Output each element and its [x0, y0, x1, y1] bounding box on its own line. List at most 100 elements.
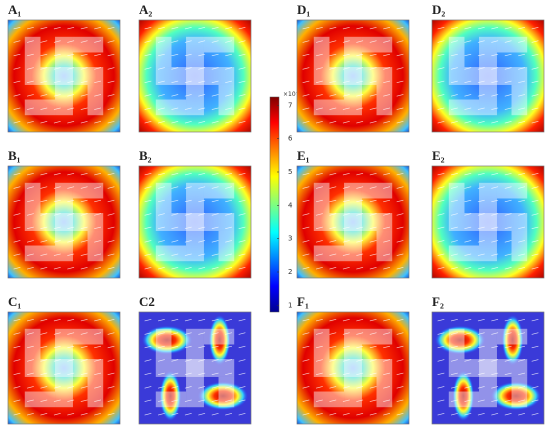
- field-arrow: [342, 40, 350, 43]
- field-arrow: [238, 26, 246, 30]
- field-arrow: [504, 40, 512, 43]
- field-arrow: [477, 267, 485, 270]
- field-arrow: [369, 53, 377, 57]
- field-arrow: [184, 213, 192, 216]
- field-arrow: [53, 267, 61, 270]
- field-arrow: [518, 40, 526, 43]
- field-arrow: [198, 359, 206, 362]
- field-arrow: [396, 253, 404, 256]
- field-arrow: [342, 186, 350, 189]
- field-arrow: [450, 267, 458, 270]
- field-arrow: [107, 226, 115, 230]
- field-arrow: [531, 199, 539, 203]
- field-arrow: [40, 121, 48, 124]
- field-arrow: [171, 372, 179, 376]
- field-arrow: [302, 332, 310, 335]
- field-arrow: [531, 80, 539, 84]
- field-arrow: [238, 399, 246, 402]
- field-arrow: [80, 359, 88, 362]
- field-arrow: [315, 345, 323, 349]
- field-arrow: [477, 345, 485, 349]
- field-arrow: [171, 318, 179, 322]
- field-arrow: [356, 186, 364, 189]
- field-arrow: [40, 80, 48, 84]
- field-arrow: [171, 186, 179, 189]
- panel-frame: [431, 19, 545, 133]
- field-arrow: [171, 26, 179, 30]
- panel-label: D₁: [297, 2, 310, 17]
- field-arrow: [396, 399, 404, 402]
- field-arrow: [13, 26, 21, 30]
- field-arrow: [356, 53, 364, 57]
- field-arrow: [437, 267, 445, 270]
- field-arrow: [329, 26, 337, 30]
- field-arrow: [94, 399, 102, 402]
- panel-frame: [7, 165, 121, 279]
- field-arrow: [157, 199, 165, 203]
- panel-label: E₁: [297, 148, 310, 163]
- field-arrow: [26, 199, 34, 203]
- field-arrow: [437, 386, 445, 389]
- field-arrow: [80, 121, 88, 124]
- pinwheel: [24, 328, 104, 408]
- panel-label: A₁: [8, 2, 21, 17]
- field-arrow: [450, 372, 458, 376]
- field-arrow: [211, 240, 219, 243]
- field-arrow: [198, 53, 206, 57]
- field-arrow: [198, 240, 206, 243]
- field-arrow: [80, 332, 88, 335]
- field-arrow: [315, 399, 323, 402]
- field-arrow: [356, 40, 364, 43]
- field-arrow: [94, 332, 102, 335]
- field-arrow: [184, 94, 192, 97]
- field-arrow: [342, 26, 350, 30]
- field-arrow: [94, 80, 102, 84]
- field-arrow: [342, 253, 350, 256]
- field-arrow: [356, 413, 364, 416]
- field-arrow: [504, 386, 512, 389]
- field-arrow: [369, 318, 377, 322]
- field-arrow: [157, 80, 165, 84]
- field-arrow: [450, 318, 458, 322]
- field-arrow: [53, 345, 61, 349]
- field-arrow: [157, 172, 165, 176]
- field-arrow: [491, 80, 499, 84]
- field-arrow: [26, 80, 34, 84]
- field-arrow: [437, 26, 445, 30]
- field-arrow: [26, 345, 34, 349]
- field-arrow: [198, 107, 206, 110]
- field-arrow: [518, 318, 526, 322]
- field-arrow: [315, 332, 323, 335]
- field-arrow: [396, 26, 404, 30]
- field-arrow: [144, 94, 152, 97]
- colorbar-tick-label: 4: [288, 201, 293, 209]
- field-map: [296, 19, 410, 133]
- field-arrow: [107, 40, 115, 43]
- panel-frame: [431, 311, 545, 425]
- field-arrow: [396, 318, 404, 322]
- field-arrow: [198, 94, 206, 97]
- field-arrow: [383, 53, 391, 57]
- field-arrow: [144, 53, 152, 57]
- pinwheel: [155, 328, 235, 408]
- field-arrow: [94, 345, 102, 349]
- pinwheel: [448, 36, 528, 116]
- pinwheel: [313, 182, 393, 262]
- field-arrow: [13, 121, 21, 124]
- field-arrow: [450, 226, 458, 230]
- field-arrow: [157, 121, 165, 124]
- field-arrow: [238, 94, 246, 97]
- field-arrow: [450, 240, 458, 243]
- field-arrow: [464, 399, 472, 402]
- field-arrow: [198, 253, 206, 256]
- field-arrow: [302, 386, 310, 389]
- field-arrow: [356, 172, 364, 176]
- field-arrow: [144, 107, 152, 110]
- field-map: [431, 311, 545, 425]
- field-arrow: [225, 40, 233, 43]
- field-arrow: [67, 253, 75, 256]
- field-arrow: [184, 345, 192, 349]
- field-arrow: [67, 318, 75, 322]
- field-arrow: [40, 107, 48, 110]
